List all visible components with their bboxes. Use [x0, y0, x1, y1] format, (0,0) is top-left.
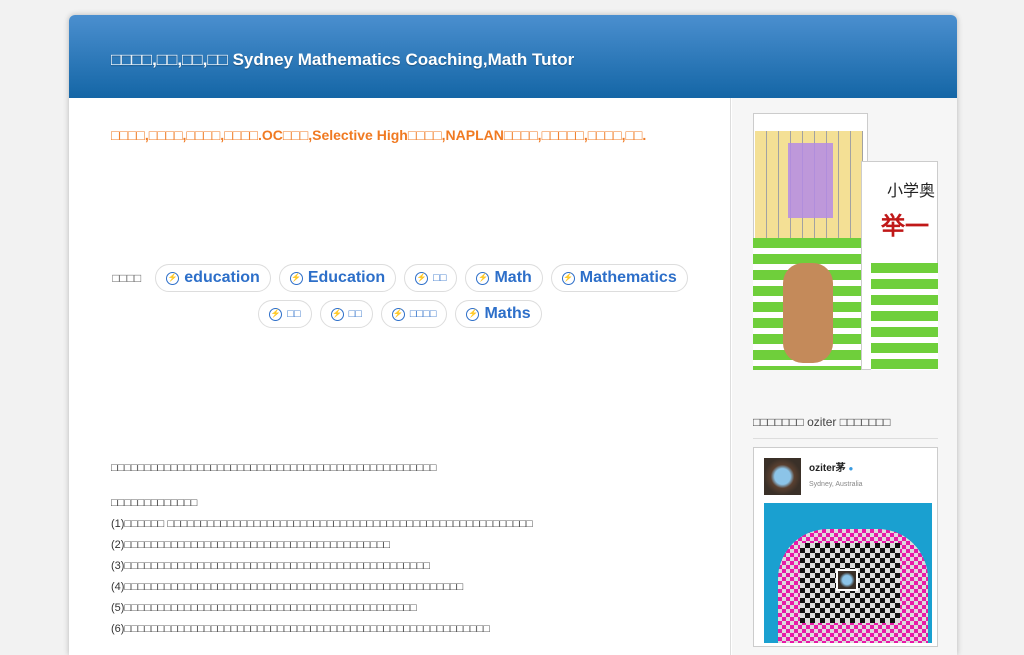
list-item: (3)□□□□□□□□□□□□□□□□□□□□□□□□□□□□□□□□□□□□□… — [111, 560, 431, 572]
site-header: □□□□,□□,□□,□□ Sydney Mathematics Coachin… — [69, 15, 957, 98]
tag-link[interactable]: ⚡ Mathematics — [550, 264, 688, 292]
bolt-icon: ⚡ — [289, 271, 303, 285]
tag-text: □□ — [348, 308, 362, 320]
tag-link[interactable]: ⚡ education — [155, 264, 271, 292]
tag-link[interactable]: ⚡ □□ — [319, 300, 373, 328]
tag-text: education — [184, 269, 260, 286]
book-title-large: 举一 — [881, 213, 929, 240]
tag-text: Education — [307, 269, 386, 286]
tag-link[interactable]: ⚡ □□ — [404, 264, 458, 292]
bolt-icon: ⚡ — [330, 307, 344, 321]
weibo-widget-title: □□□□□□□ oziter □□□□□□□ — [753, 414, 938, 439]
bolt-icon: ⚡ — [476, 271, 490, 285]
site-title[interactable]: □□□□,□□,□□,□□ Sydney Mathematics Coachin… — [111, 50, 575, 69]
avatar[interactable] — [764, 458, 801, 495]
bolt-icon: ⚡ — [466, 307, 480, 321]
tag-link[interactable]: ⚡ Education — [278, 264, 397, 292]
tag-cloud: □□□□ ⚡ education ⚡ Education ⚡ □□ ⚡ Math ⚡ Ma… — [99, 264, 701, 336]
tag-text: Maths — [484, 305, 531, 322]
tag-link[interactable]: ⚡ Maths — [455, 300, 542, 328]
list-title: □□□□□□□□□□□□□ — [111, 497, 198, 509]
book-cover-image[interactable]: 小学奥 举一 — [753, 113, 938, 370]
weibo-card[interactable]: oziter茅 ● Sydney, Australia — [753, 447, 938, 647]
tag-text: Math — [494, 269, 532, 286]
verified-user-icon: ● — [848, 464, 854, 473]
tag-text: Mathematics — [579, 269, 677, 286]
list-item: (2)□□□□□□□□□□□□□□□□□□□□□□□□□□□□□□□□□□□□□… — [111, 539, 391, 551]
bolt-icon: ⚡ — [415, 271, 429, 285]
bolt-icon: ⚡ — [166, 271, 180, 285]
tag-link[interactable]: ⚡ □□□□ — [380, 300, 448, 328]
tag-link[interactable]: ⚡ □□ — [258, 300, 312, 328]
page: □□□□,□□,□□,□□ Sydney Mathematics Coachin… — [69, 15, 957, 655]
tag-text: □□□□ — [409, 308, 437, 320]
tagline: □□□□,□□□□,□□□□,□□□□.OC□□□,Selective High… — [111, 127, 647, 143]
main-content: □□□□,□□□□,□□□□,□□□□.OC□□□,Selective High… — [69, 98, 731, 655]
tags-label: □□□□ — [112, 271, 142, 285]
list-item: (4)□□□□□□□□□□□□□□□□□□□□□□□□□□□□□□□□□□□□□… — [111, 581, 464, 593]
list-item: (6)□□□□□□□□□□□□□□□□□□□□□□□□□□□□□□□□□□□□□… — [111, 623, 490, 635]
sidebar: 小学奥 举一 □□□□□□□ oziter □□□□□□□ oziter茅 ● … — [732, 98, 957, 655]
bolt-icon: ⚡ — [391, 307, 405, 321]
tag-text: □□ — [287, 308, 301, 320]
intro-paragraph: □□□□□□□□□□□□□□□□□□□□□□□□□□□□□□□□□□□□□□□□… — [111, 462, 437, 474]
list-item: (1)□□□□□□ □□□□□□□□□□□□□□□□□□□□□□□□□□□□□□… — [111, 518, 533, 530]
tag-link[interactable]: ⚡ Math — [465, 264, 543, 292]
bolt-icon: ⚡ — [269, 307, 283, 321]
qr-code-image — [764, 503, 932, 643]
list-item: (5)□□□□□□□□□□□□□□□□□□□□□□□□□□□□□□□□□□□□□… — [111, 602, 417, 614]
profile-name[interactable]: oziter茅 — [809, 463, 846, 474]
book-title: 小学奥 — [887, 183, 936, 200]
profile-location: Sydney, Australia — [809, 481, 863, 488]
bolt-icon: ⚡ — [561, 271, 575, 285]
article-body: □□□□□□□□□□□□□□□□□□□□□□□□□□□□□□□□□□□□□□□□… — [111, 458, 533, 640]
tag-text: □□ — [433, 272, 447, 284]
